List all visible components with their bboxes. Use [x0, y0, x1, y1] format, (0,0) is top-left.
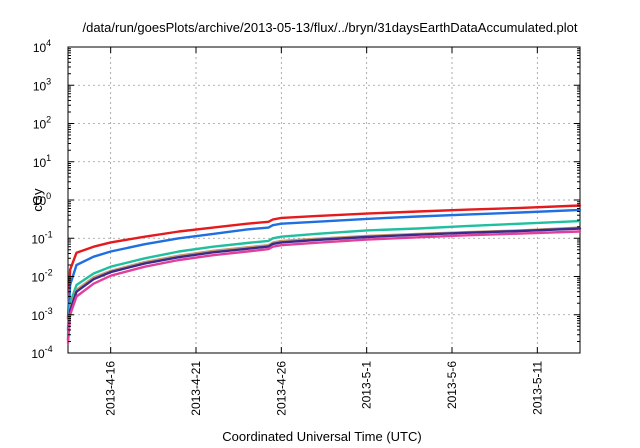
data-series-group: [66, 204, 582, 345]
series-line: [66, 208, 582, 332]
series-line: [66, 230, 582, 345]
y-tick-label: 101: [33, 153, 51, 170]
chart-title: /data/run/goesPlots/archive/2013-05-13/f…: [82, 20, 577, 35]
grid-lines: [68, 47, 580, 353]
y-tick-label: 104: [33, 38, 51, 55]
y-tick-label: 10-3: [31, 306, 52, 323]
y-axis-label: cGy: [30, 188, 45, 212]
y-axis-ticks: 10-4 10-3 10-2 10-1 100 101 102 103 104: [31, 38, 580, 361]
y-tick-label: 103: [33, 76, 51, 93]
y-tick-label: 102: [33, 115, 51, 132]
y-tick-label: 100: [33, 191, 51, 208]
x-tick-label: 2013-5-1: [360, 361, 374, 409]
y-tick-label: 10-1: [31, 229, 52, 246]
series-line: [66, 219, 582, 336]
x-tick-label: 2013-4-21: [189, 361, 203, 416]
series-line: [66, 227, 582, 342]
y-tick-label: 10-2: [31, 268, 52, 285]
x-tick-label: 2013-4-26: [274, 361, 288, 416]
y-tick-label: 10-4: [31, 344, 52, 361]
series-line: [66, 204, 582, 320]
x-axis-ticks: 2013-4-16 2013-4-21 2013-4-26 2013-5-1 2013-…: [104, 47, 544, 416]
x-tick-label: 2013-4-16: [104, 361, 118, 416]
x-tick-label: 2013-5-11: [530, 361, 544, 415]
x-tick-label: 2013-5-6: [445, 361, 459, 409]
x-axis-label: Coordinated Universal Time (UTC): [222, 429, 421, 444]
